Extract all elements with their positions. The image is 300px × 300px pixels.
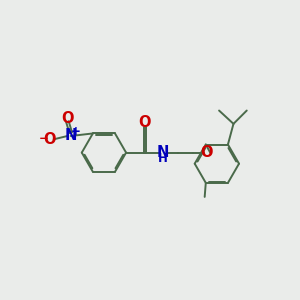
Text: H: H <box>158 152 168 165</box>
Text: N: N <box>157 145 169 160</box>
Text: +: + <box>71 124 81 138</box>
Text: O: O <box>201 145 213 160</box>
Text: O: O <box>139 115 151 130</box>
Text: N: N <box>64 128 77 143</box>
Text: O: O <box>61 111 74 126</box>
Text: −: − <box>39 132 49 145</box>
Text: O: O <box>44 132 56 147</box>
